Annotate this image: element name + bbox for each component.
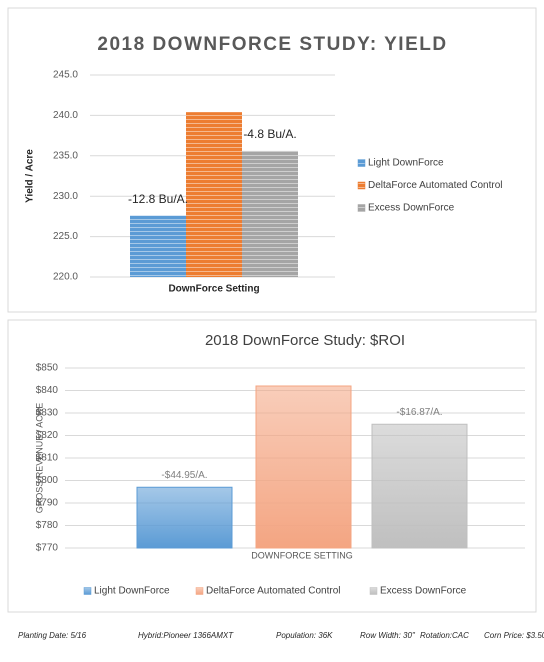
footer-item: Population: 36K (276, 631, 333, 640)
footer-item: Hybrid:Pioneer 1366AMXT (138, 631, 234, 640)
legend-swatch (369, 587, 378, 595)
y-tick-label: 230.0 (53, 191, 78, 202)
legend-swatch (357, 159, 366, 167)
y-tick-label: $850 (36, 363, 59, 374)
legend-swatch (195, 587, 204, 595)
bar (136, 486, 233, 549)
legend-label: Excess DownForce (380, 586, 467, 597)
footer-item: Rotation:CAC (420, 631, 469, 640)
legend-swatch (83, 587, 92, 595)
footer-item: Row Width: 30" (360, 631, 416, 640)
y-axis-label: Yield / Acre (25, 149, 36, 203)
y-tick-label: 240.0 (53, 110, 78, 121)
y-tick-label: $830 (36, 408, 59, 419)
annotation: -12.8 Bu/A. (128, 192, 188, 206)
bar (130, 215, 186, 277)
y-axis-label: GROSS REVENUE / ACRE (34, 403, 44, 514)
bar (242, 150, 298, 277)
annotation: -$44.95/A. (161, 470, 207, 481)
bar (255, 385, 352, 549)
legend-label: DeltaForce Automated Control (206, 586, 341, 597)
legend-label: Light DownForce (94, 586, 170, 597)
y-tick-label: 245.0 (53, 70, 78, 81)
y-tick-label: $800 (36, 475, 59, 486)
chart-title: 2018 DOWNFORCE STUDY: YIELD (97, 34, 447, 55)
legend-label: DeltaForce Automated Control (368, 180, 503, 191)
legend-label: Light DownForce (368, 158, 444, 169)
y-tick-label: 235.0 (53, 150, 78, 161)
legend-swatch (357, 204, 366, 212)
x-category-label: DownForce Setting (168, 284, 259, 295)
annotation: -$16.87/A. (396, 407, 442, 418)
y-tick-label: $770 (36, 543, 59, 554)
bar (371, 423, 468, 549)
y-tick-label: 225.0 (53, 231, 78, 242)
y-tick-label: $790 (36, 498, 59, 509)
y-tick-label: $810 (36, 453, 59, 464)
legend-label: Excess DownForce (368, 203, 455, 214)
annotation: -4.8 Bu/A. (243, 127, 296, 141)
y-tick-label: $820 (36, 430, 59, 441)
footer-item: Corn Price: $3.50 (484, 631, 544, 640)
bar (186, 112, 242, 277)
y-tick-label: 220.0 (53, 272, 78, 283)
footer-item: Planting Date: 5/16 (18, 631, 87, 640)
x-category-label: DOWNFORCE SETTING (251, 550, 353, 560)
chart-title: 2018 DownForce Study: $ROI (205, 332, 405, 349)
legend-swatch (357, 181, 366, 190)
y-tick-label: $780 (36, 520, 59, 531)
y-tick-label: $840 (36, 385, 59, 396)
